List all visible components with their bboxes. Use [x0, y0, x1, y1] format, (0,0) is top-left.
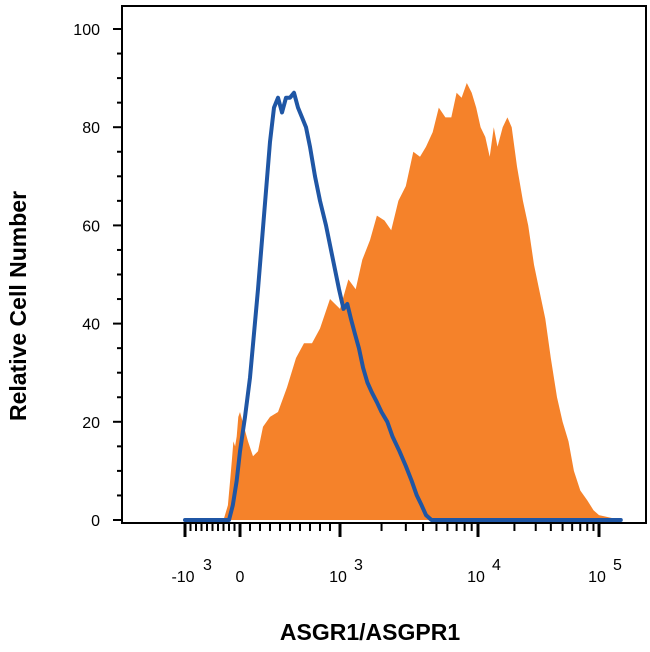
series-filled-histogram — [223, 83, 621, 520]
plot-frame — [121, 5, 647, 524]
y-tick-label: 80 — [82, 120, 100, 137]
svg-text:-10: -10 — [171, 569, 194, 586]
x-tick-label: 10 5 — [588, 557, 622, 586]
series-layer — [183, 83, 623, 522]
svg-text:3: 3 — [354, 557, 363, 574]
x-axis-label: ASGR1/ASGPR1 — [280, 619, 460, 645]
y-tick-label: 100 — [73, 22, 100, 39]
x-tick-label: 10 3 — [329, 557, 363, 586]
svg-text:5: 5 — [613, 557, 622, 574]
x-tick-label: 10 4 — [467, 557, 501, 586]
y-axis: 0 20 40 60 80 100 — [73, 22, 122, 530]
y-tick-label: 60 — [82, 218, 100, 235]
x-tick-label: 0 — [236, 569, 245, 586]
series-outline-histogram — [183, 90, 623, 522]
y-tick-label: 0 — [91, 513, 100, 530]
svg-text:0: 0 — [236, 569, 245, 586]
svg-text:4: 4 — [492, 557, 501, 574]
svg-text:10: 10 — [329, 569, 347, 586]
y-tick-label: 40 — [82, 317, 100, 334]
y-axis-label: Relative Cell Number — [5, 191, 31, 421]
y-tick-label: 20 — [82, 415, 100, 432]
svg-text:10: 10 — [467, 569, 485, 586]
x-axis: -10 3 0 10 3 10 4 10 5 — [171, 523, 622, 586]
x-tick-label: -10 3 — [171, 557, 212, 586]
svg-text:3: 3 — [203, 557, 212, 574]
svg-text:10: 10 — [588, 569, 606, 586]
